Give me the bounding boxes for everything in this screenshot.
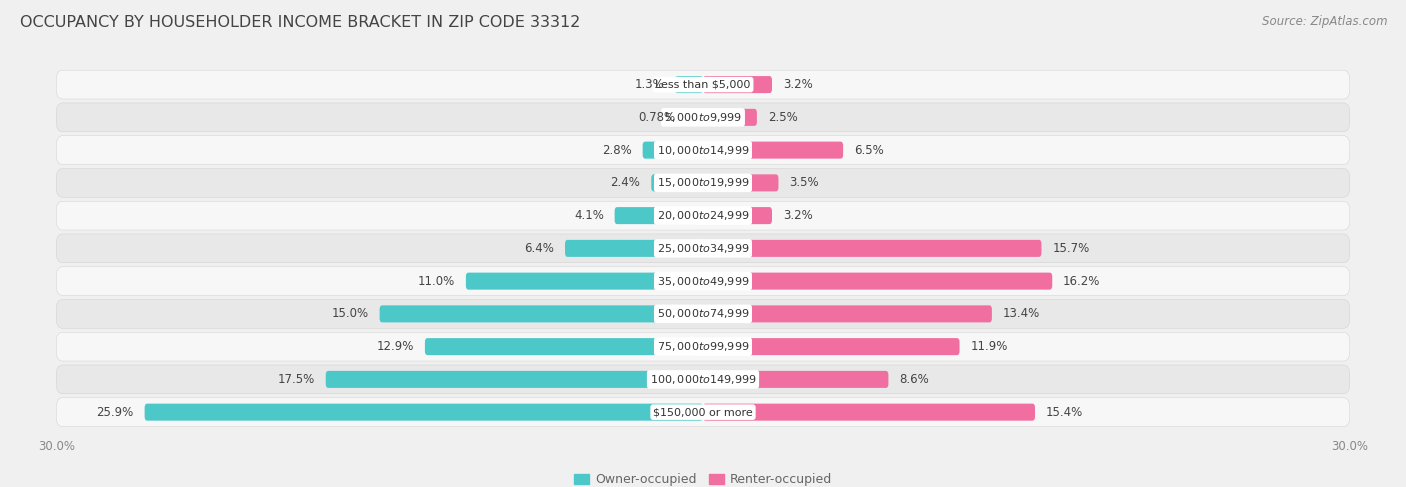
FancyBboxPatch shape: [703, 174, 779, 191]
FancyBboxPatch shape: [614, 207, 703, 224]
Text: 2.8%: 2.8%: [602, 144, 631, 157]
Text: 12.9%: 12.9%: [377, 340, 415, 353]
Legend: Owner-occupied, Renter-occupied: Owner-occupied, Renter-occupied: [574, 473, 832, 487]
FancyBboxPatch shape: [565, 240, 703, 257]
Text: $35,000 to $49,999: $35,000 to $49,999: [657, 275, 749, 288]
Text: 13.4%: 13.4%: [1002, 307, 1040, 320]
FancyBboxPatch shape: [703, 109, 756, 126]
Text: 11.0%: 11.0%: [418, 275, 456, 288]
Text: 0.78%: 0.78%: [638, 111, 675, 124]
Text: $150,000 or more: $150,000 or more: [654, 407, 752, 417]
Text: 17.5%: 17.5%: [278, 373, 315, 386]
FancyBboxPatch shape: [56, 300, 1350, 328]
Text: 6.4%: 6.4%: [524, 242, 554, 255]
FancyBboxPatch shape: [703, 142, 844, 159]
FancyBboxPatch shape: [651, 174, 703, 191]
FancyBboxPatch shape: [703, 240, 1042, 257]
Text: $20,000 to $24,999: $20,000 to $24,999: [657, 209, 749, 222]
Text: Source: ZipAtlas.com: Source: ZipAtlas.com: [1263, 15, 1388, 28]
FancyBboxPatch shape: [380, 305, 703, 322]
FancyBboxPatch shape: [145, 404, 703, 421]
FancyBboxPatch shape: [56, 332, 1350, 361]
FancyBboxPatch shape: [703, 371, 889, 388]
FancyBboxPatch shape: [56, 169, 1350, 197]
Text: 3.2%: 3.2%: [783, 209, 813, 222]
FancyBboxPatch shape: [56, 70, 1350, 99]
FancyBboxPatch shape: [56, 136, 1350, 165]
Text: 15.7%: 15.7%: [1052, 242, 1090, 255]
Text: 8.6%: 8.6%: [900, 373, 929, 386]
Text: 2.5%: 2.5%: [768, 111, 797, 124]
FancyBboxPatch shape: [56, 267, 1350, 296]
Text: 3.5%: 3.5%: [789, 176, 818, 189]
FancyBboxPatch shape: [686, 109, 703, 126]
FancyBboxPatch shape: [425, 338, 703, 355]
Text: 11.9%: 11.9%: [970, 340, 1008, 353]
FancyBboxPatch shape: [703, 273, 1052, 290]
Text: 16.2%: 16.2%: [1063, 275, 1101, 288]
Text: Less than $5,000: Less than $5,000: [655, 79, 751, 90]
FancyBboxPatch shape: [465, 273, 703, 290]
Text: $25,000 to $34,999: $25,000 to $34,999: [657, 242, 749, 255]
Text: $5,000 to $9,999: $5,000 to $9,999: [664, 111, 742, 124]
FancyBboxPatch shape: [326, 371, 703, 388]
Text: 4.1%: 4.1%: [574, 209, 603, 222]
Text: 15.0%: 15.0%: [332, 307, 368, 320]
FancyBboxPatch shape: [56, 398, 1350, 427]
FancyBboxPatch shape: [703, 404, 1035, 421]
FancyBboxPatch shape: [703, 76, 772, 93]
Text: $10,000 to $14,999: $10,000 to $14,999: [657, 144, 749, 157]
Text: $75,000 to $99,999: $75,000 to $99,999: [657, 340, 749, 353]
FancyBboxPatch shape: [56, 103, 1350, 132]
Text: 1.3%: 1.3%: [634, 78, 664, 91]
FancyBboxPatch shape: [56, 234, 1350, 263]
Text: OCCUPANCY BY HOUSEHOLDER INCOME BRACKET IN ZIP CODE 33312: OCCUPANCY BY HOUSEHOLDER INCOME BRACKET …: [20, 15, 581, 30]
FancyBboxPatch shape: [56, 201, 1350, 230]
Text: 3.2%: 3.2%: [783, 78, 813, 91]
FancyBboxPatch shape: [643, 142, 703, 159]
Text: 2.4%: 2.4%: [610, 176, 641, 189]
Text: $15,000 to $19,999: $15,000 to $19,999: [657, 176, 749, 189]
FancyBboxPatch shape: [56, 365, 1350, 394]
Text: 6.5%: 6.5%: [853, 144, 883, 157]
Text: 15.4%: 15.4%: [1046, 406, 1083, 419]
FancyBboxPatch shape: [703, 338, 959, 355]
FancyBboxPatch shape: [675, 76, 703, 93]
Text: $100,000 to $149,999: $100,000 to $149,999: [650, 373, 756, 386]
FancyBboxPatch shape: [703, 207, 772, 224]
Text: 25.9%: 25.9%: [97, 406, 134, 419]
Text: $50,000 to $74,999: $50,000 to $74,999: [657, 307, 749, 320]
FancyBboxPatch shape: [703, 305, 991, 322]
